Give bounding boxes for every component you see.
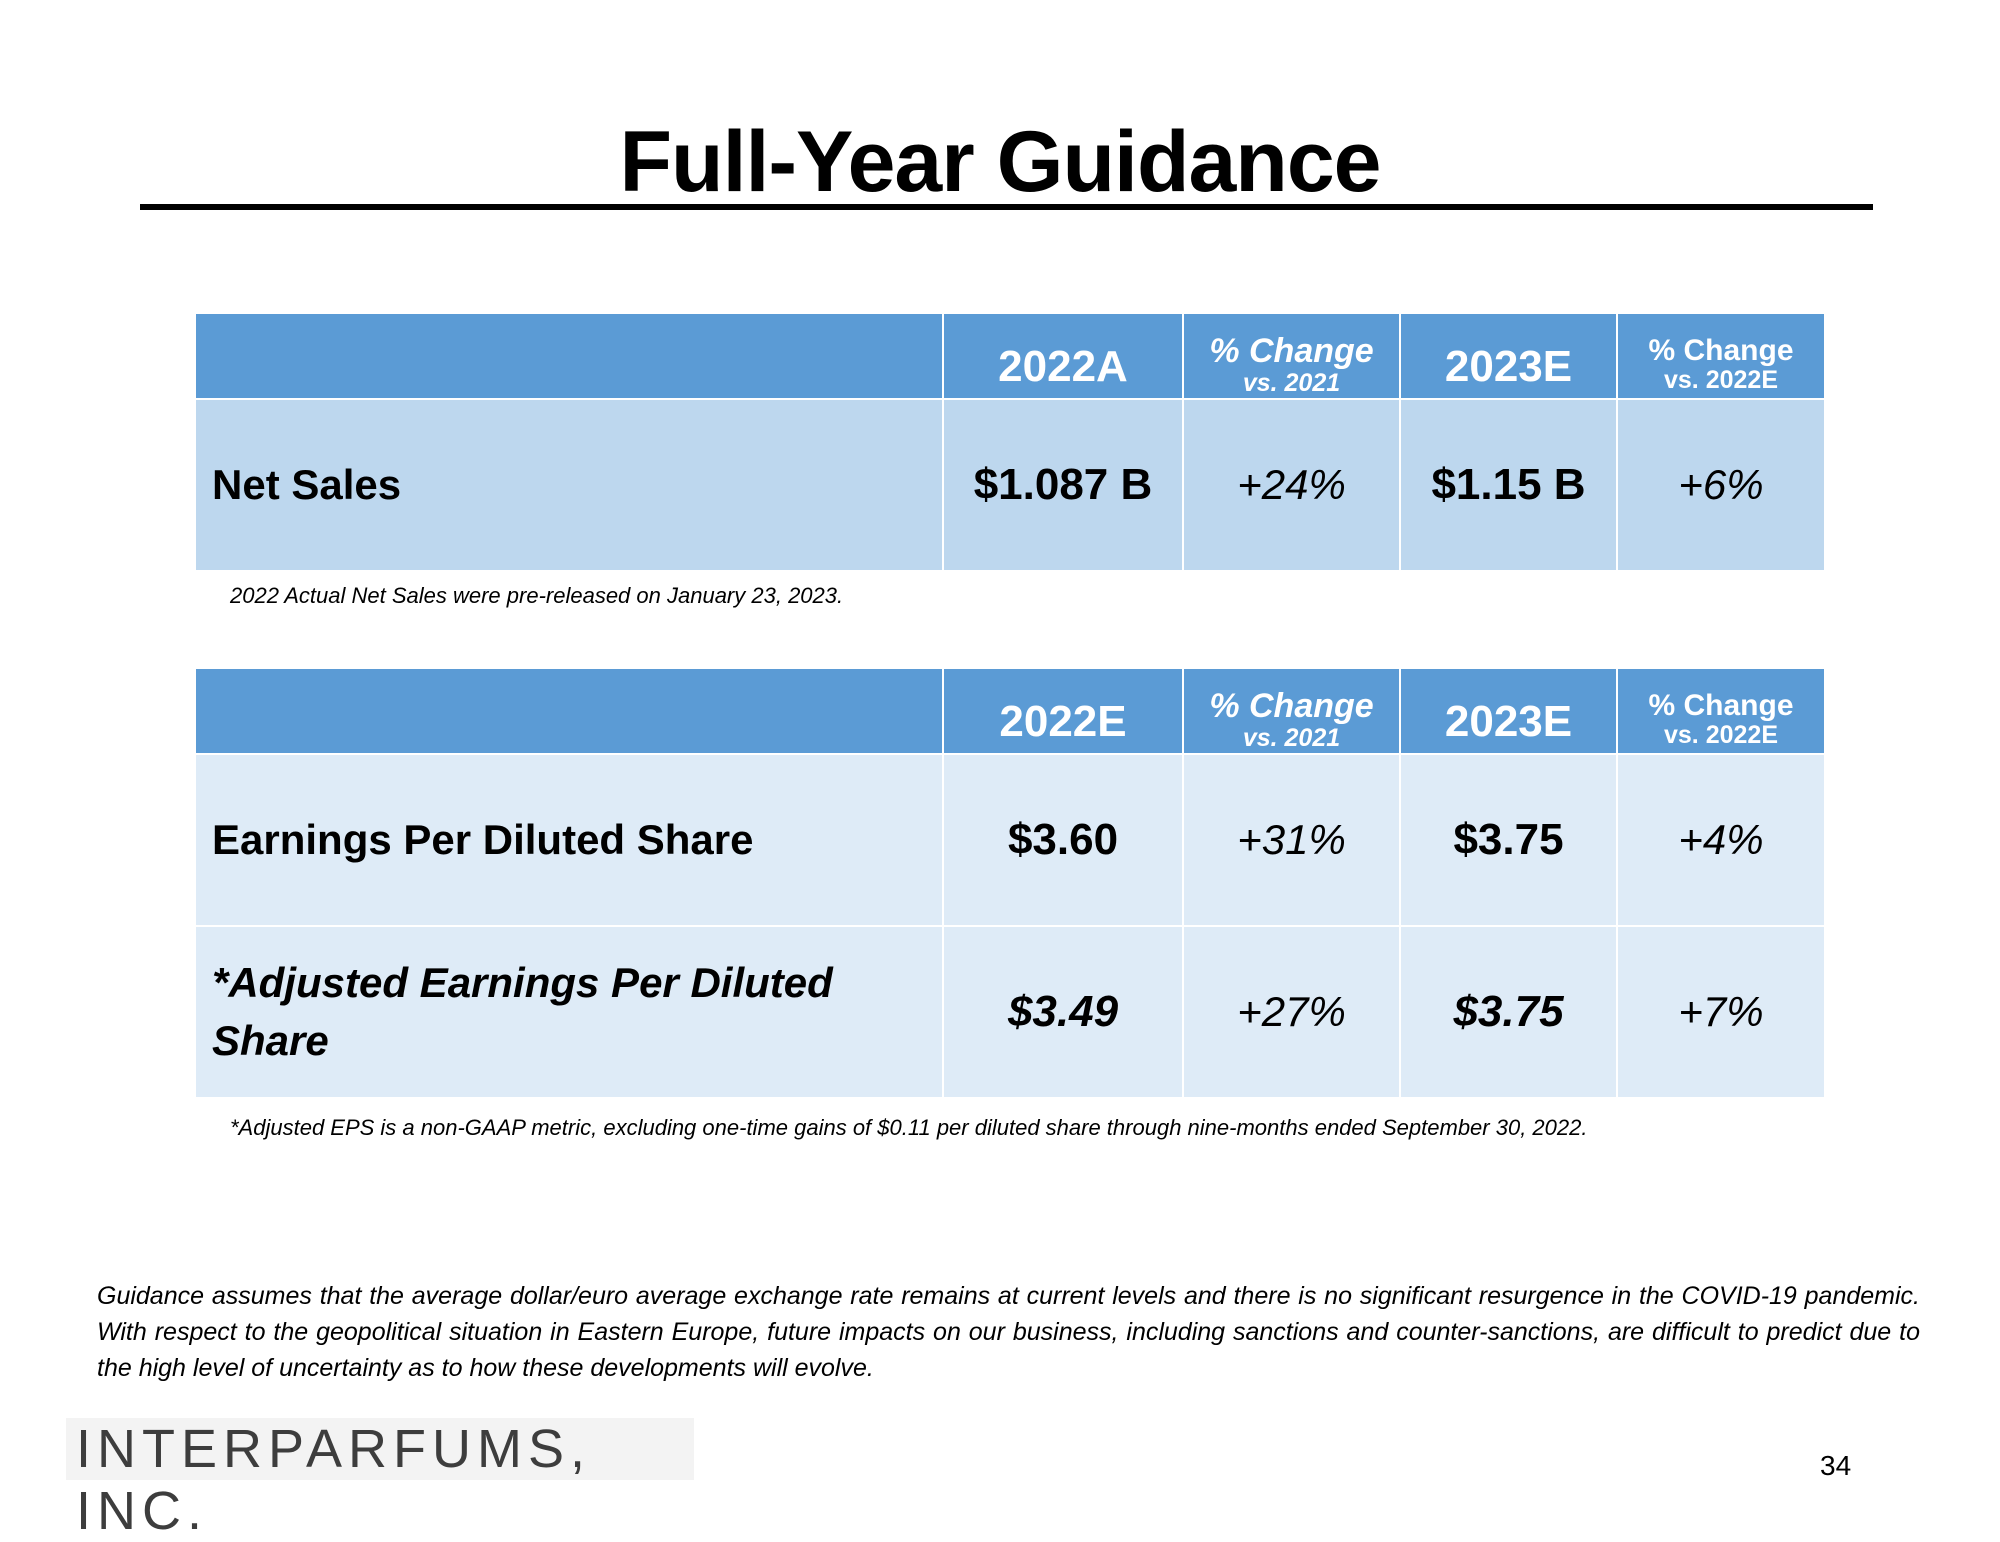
header-change-sub: vs. 2021 bbox=[1242, 368, 1341, 397]
header-2023e: 2023E bbox=[1399, 667, 1618, 755]
table-row: Net Sales $1.087 B +24% $1.15 B +6% bbox=[194, 398, 1826, 572]
eps-change-2021: +31% bbox=[1182, 753, 1401, 927]
header-2022e: 2022E bbox=[942, 667, 1184, 755]
net-sales-change-2022e: +6% bbox=[1616, 398, 1826, 572]
page-number: 34 bbox=[1820, 1450, 1852, 1481]
header-2022a: 2022A bbox=[942, 312, 1184, 400]
header-change-vs-2022e: % Change vs. 2022E bbox=[1616, 312, 1826, 400]
eps-2023e: $3.75 bbox=[1399, 753, 1618, 927]
company-logo: INTERPARFUMS, INC. bbox=[66, 1418, 694, 1541]
net-sales-2022a: $1.087 B bbox=[942, 398, 1184, 572]
row-label-line-2: Share bbox=[212, 1017, 329, 1064]
title-underline bbox=[140, 204, 1873, 210]
adj-eps-2022e: $3.49 bbox=[942, 925, 1184, 1099]
net-sales-footnote: 2022 Actual Net Sales were pre-released … bbox=[230, 583, 844, 608]
table-row: *Adjusted Earnings Per Diluted Share $3.… bbox=[194, 925, 1826, 1099]
table-header-row: 2022A % Change vs. 2021 2023E % Change v… bbox=[194, 312, 1826, 400]
header-change-sub: vs. 2022E bbox=[1664, 365, 1778, 394]
page-title: Full-Year Guidance bbox=[619, 114, 1382, 210]
header-change-label: % Change bbox=[1648, 333, 1794, 367]
row-label-net-sales: Net Sales bbox=[194, 398, 944, 572]
net-sales-change-2021: +24% bbox=[1182, 398, 1401, 572]
row-label-eps: Earnings Per Diluted Share bbox=[194, 753, 944, 927]
header-change-label: % Change bbox=[1209, 332, 1374, 371]
adj-eps-change-2021: +27% bbox=[1182, 925, 1401, 1099]
eps-2022e: $3.60 bbox=[942, 753, 1184, 927]
header-2023e: 2023E bbox=[1399, 312, 1618, 400]
header-blank-cell bbox=[194, 667, 944, 755]
header-change-vs-2021: % Change vs. 2021 bbox=[1182, 312, 1401, 400]
adjusted-eps-footnote: *Adjusted EPS is a non-GAAP metric, excl… bbox=[230, 1115, 1588, 1140]
table-header-row: 2022E % Change vs. 2021 2023E % Change v… bbox=[194, 667, 1826, 755]
header-change-sub: vs. 2021 bbox=[1242, 723, 1341, 752]
header-blank-cell bbox=[194, 312, 944, 400]
row-label-line-1: *Adjusted Earnings Per Diluted bbox=[212, 959, 833, 1006]
net-sales-table: 2022A % Change vs. 2021 2023E % Change v… bbox=[194, 312, 1826, 572]
header-change-label: % Change bbox=[1209, 687, 1374, 726]
eps-change-2022e: +4% bbox=[1616, 753, 1826, 927]
header-change-sub: vs. 2022E bbox=[1664, 720, 1778, 749]
header-change-label: % Change bbox=[1648, 688, 1794, 722]
header-change-vs-2021: % Change vs. 2021 bbox=[1182, 667, 1401, 755]
guidance-disclaimer: Guidance assumes that the average dollar… bbox=[97, 1282, 1920, 1382]
row-label-adjusted-eps: *Adjusted Earnings Per Diluted Share bbox=[194, 925, 944, 1099]
header-change-vs-2022e: % Change vs. 2022E bbox=[1616, 667, 1826, 755]
adj-eps-change-2022e: +7% bbox=[1616, 925, 1826, 1099]
adj-eps-2023e: $3.75 bbox=[1399, 925, 1618, 1099]
net-sales-2023e: $1.15 B bbox=[1399, 398, 1618, 572]
eps-table: 2022E % Change vs. 2021 2023E % Change v… bbox=[194, 667, 1826, 1099]
table-row: Earnings Per Diluted Share $3.60 +31% $3… bbox=[194, 753, 1826, 927]
